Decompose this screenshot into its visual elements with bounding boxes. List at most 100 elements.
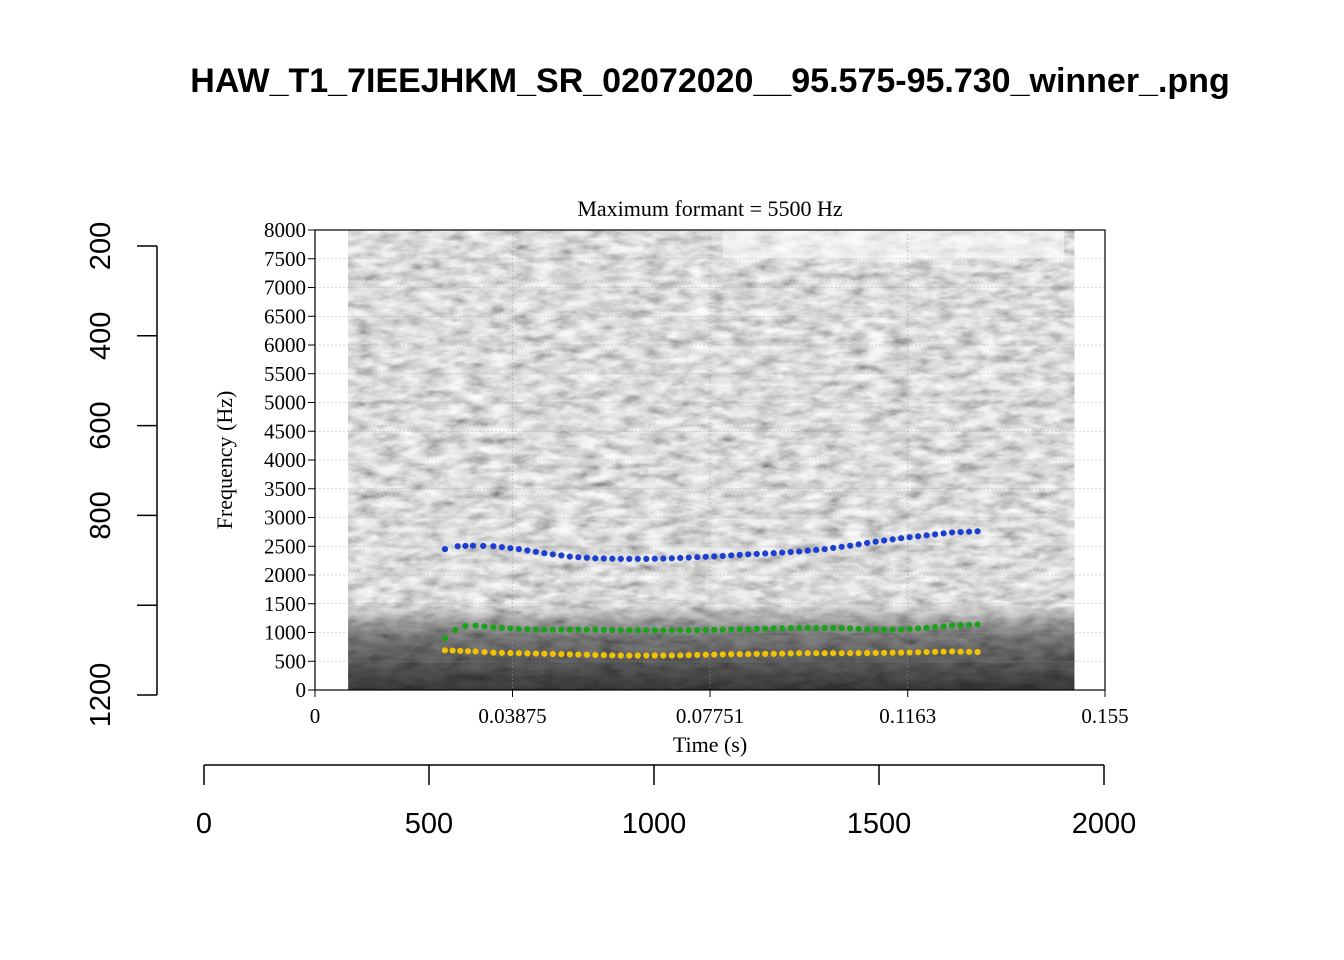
formant-point xyxy=(821,650,828,657)
formant-point xyxy=(441,647,449,654)
formant-point xyxy=(668,627,675,634)
formant-point xyxy=(490,649,497,656)
formant-series-3 xyxy=(441,528,981,563)
formant-point xyxy=(583,651,590,658)
outer-y-tick-label: 400 xyxy=(85,312,117,360)
formant-point xyxy=(694,554,701,561)
formant-point xyxy=(889,536,896,543)
formant-point xyxy=(481,648,488,656)
spectrogram-y-tick-label: 500 xyxy=(275,649,307,673)
formant-point xyxy=(626,627,633,634)
formant-point xyxy=(677,554,684,562)
formant-point xyxy=(838,543,845,550)
formant-point xyxy=(626,652,633,659)
formant-point xyxy=(830,650,837,657)
formant-point xyxy=(847,650,854,657)
formant-point xyxy=(889,626,896,633)
formant-point xyxy=(889,649,896,656)
formant-point xyxy=(711,651,718,658)
formant-point xyxy=(617,627,624,634)
formant-point xyxy=(770,625,777,632)
formant-point xyxy=(881,626,888,633)
formant-point xyxy=(660,627,667,634)
formant-point xyxy=(549,650,556,658)
formant-series-2 xyxy=(441,621,981,642)
formant-point xyxy=(745,650,752,658)
formant-point xyxy=(838,650,845,657)
formant-point xyxy=(600,555,607,562)
formant-point xyxy=(804,547,811,554)
formant-point xyxy=(660,555,667,562)
spectrogram-high-band xyxy=(722,230,1065,259)
formant-point xyxy=(906,534,913,541)
formant-point xyxy=(906,649,913,656)
formant-point xyxy=(617,555,624,563)
formant-point xyxy=(923,648,930,656)
formant-point xyxy=(711,626,718,633)
formant-point xyxy=(779,549,786,556)
formant-point xyxy=(736,651,743,658)
formant-point xyxy=(847,542,854,549)
formant-point xyxy=(957,648,964,655)
formant-point xyxy=(881,649,888,656)
formant-point xyxy=(770,550,777,557)
formant-point xyxy=(974,528,981,535)
formant-point xyxy=(932,648,939,655)
formant-point xyxy=(507,625,514,632)
formant-point xyxy=(558,651,565,658)
formant-point xyxy=(728,552,735,559)
formant-point xyxy=(515,546,522,553)
formant-point xyxy=(872,649,879,657)
formant-point xyxy=(634,555,641,563)
spectrogram-y-tick-label: 1000 xyxy=(264,621,306,645)
spectrogram-title: Maximum formant = 5500 Hz xyxy=(577,196,843,221)
formant-point xyxy=(575,651,582,658)
outer-x-tick-label: 0 xyxy=(196,808,212,840)
formant-point xyxy=(441,546,449,553)
formant-point xyxy=(469,542,477,549)
formant-point xyxy=(583,554,590,561)
formant-point xyxy=(813,650,820,657)
spectrogram-x-tick-label: 0 xyxy=(310,704,321,728)
formant-point xyxy=(813,624,820,632)
formant-point xyxy=(685,554,692,561)
formant-point xyxy=(524,547,531,554)
spectrogram-panel: 0 0.03875 0.07751 0.1163 0.155 0 500 1000 1500 2… xyxy=(212,196,1129,757)
formant-point xyxy=(898,626,905,633)
formant-point xyxy=(481,623,488,630)
formant-point xyxy=(753,650,760,658)
spectrogram-x-axis: 0 0.03875 0.07751 0.1163 0.155 xyxy=(310,690,1129,728)
spectrogram-y-axis: 0 500 1000 1500 2000 2500 3000 3500 4000 4500 5000… xyxy=(264,218,315,702)
outer-y-axis: 200 400 600 800 1200 xyxy=(85,222,158,727)
formant-point xyxy=(626,555,633,563)
spectrogram-x-tick-label: 0.07751 xyxy=(676,704,744,728)
spectrogram-x-tick-label: 0.1163 xyxy=(879,704,936,728)
spectrogram-y-tick-label: 5000 xyxy=(264,391,306,415)
formant-point xyxy=(745,625,752,633)
formant-point xyxy=(855,541,862,548)
formant-point xyxy=(532,548,539,555)
formant-point xyxy=(694,627,701,634)
formant-point xyxy=(830,624,837,632)
formant-point xyxy=(490,624,497,631)
formant-point xyxy=(480,542,487,550)
formant-point xyxy=(736,626,743,633)
spectrogram-y-tick-label: 3000 xyxy=(264,506,306,530)
formant-point xyxy=(541,650,548,657)
spectrogram-y-tick-label: 5500 xyxy=(264,362,306,386)
chart-title: HAW_T1_7IEEJHKM_SR_02072020__95.575-95.7… xyxy=(190,62,1229,100)
formant-point xyxy=(923,624,930,632)
formant-point xyxy=(830,544,837,552)
formant-point xyxy=(728,651,735,658)
outer-x-tick-label: 2000 xyxy=(1072,808,1137,840)
formant-point xyxy=(677,652,684,659)
formant-point xyxy=(575,626,582,633)
formant-point xyxy=(881,537,888,544)
formant-point xyxy=(855,650,862,657)
formant-point xyxy=(753,550,760,558)
formant-point xyxy=(796,624,803,632)
formant-point xyxy=(549,551,556,558)
formant-point xyxy=(948,648,956,655)
formant-point xyxy=(804,624,811,632)
formant-point xyxy=(906,625,913,633)
